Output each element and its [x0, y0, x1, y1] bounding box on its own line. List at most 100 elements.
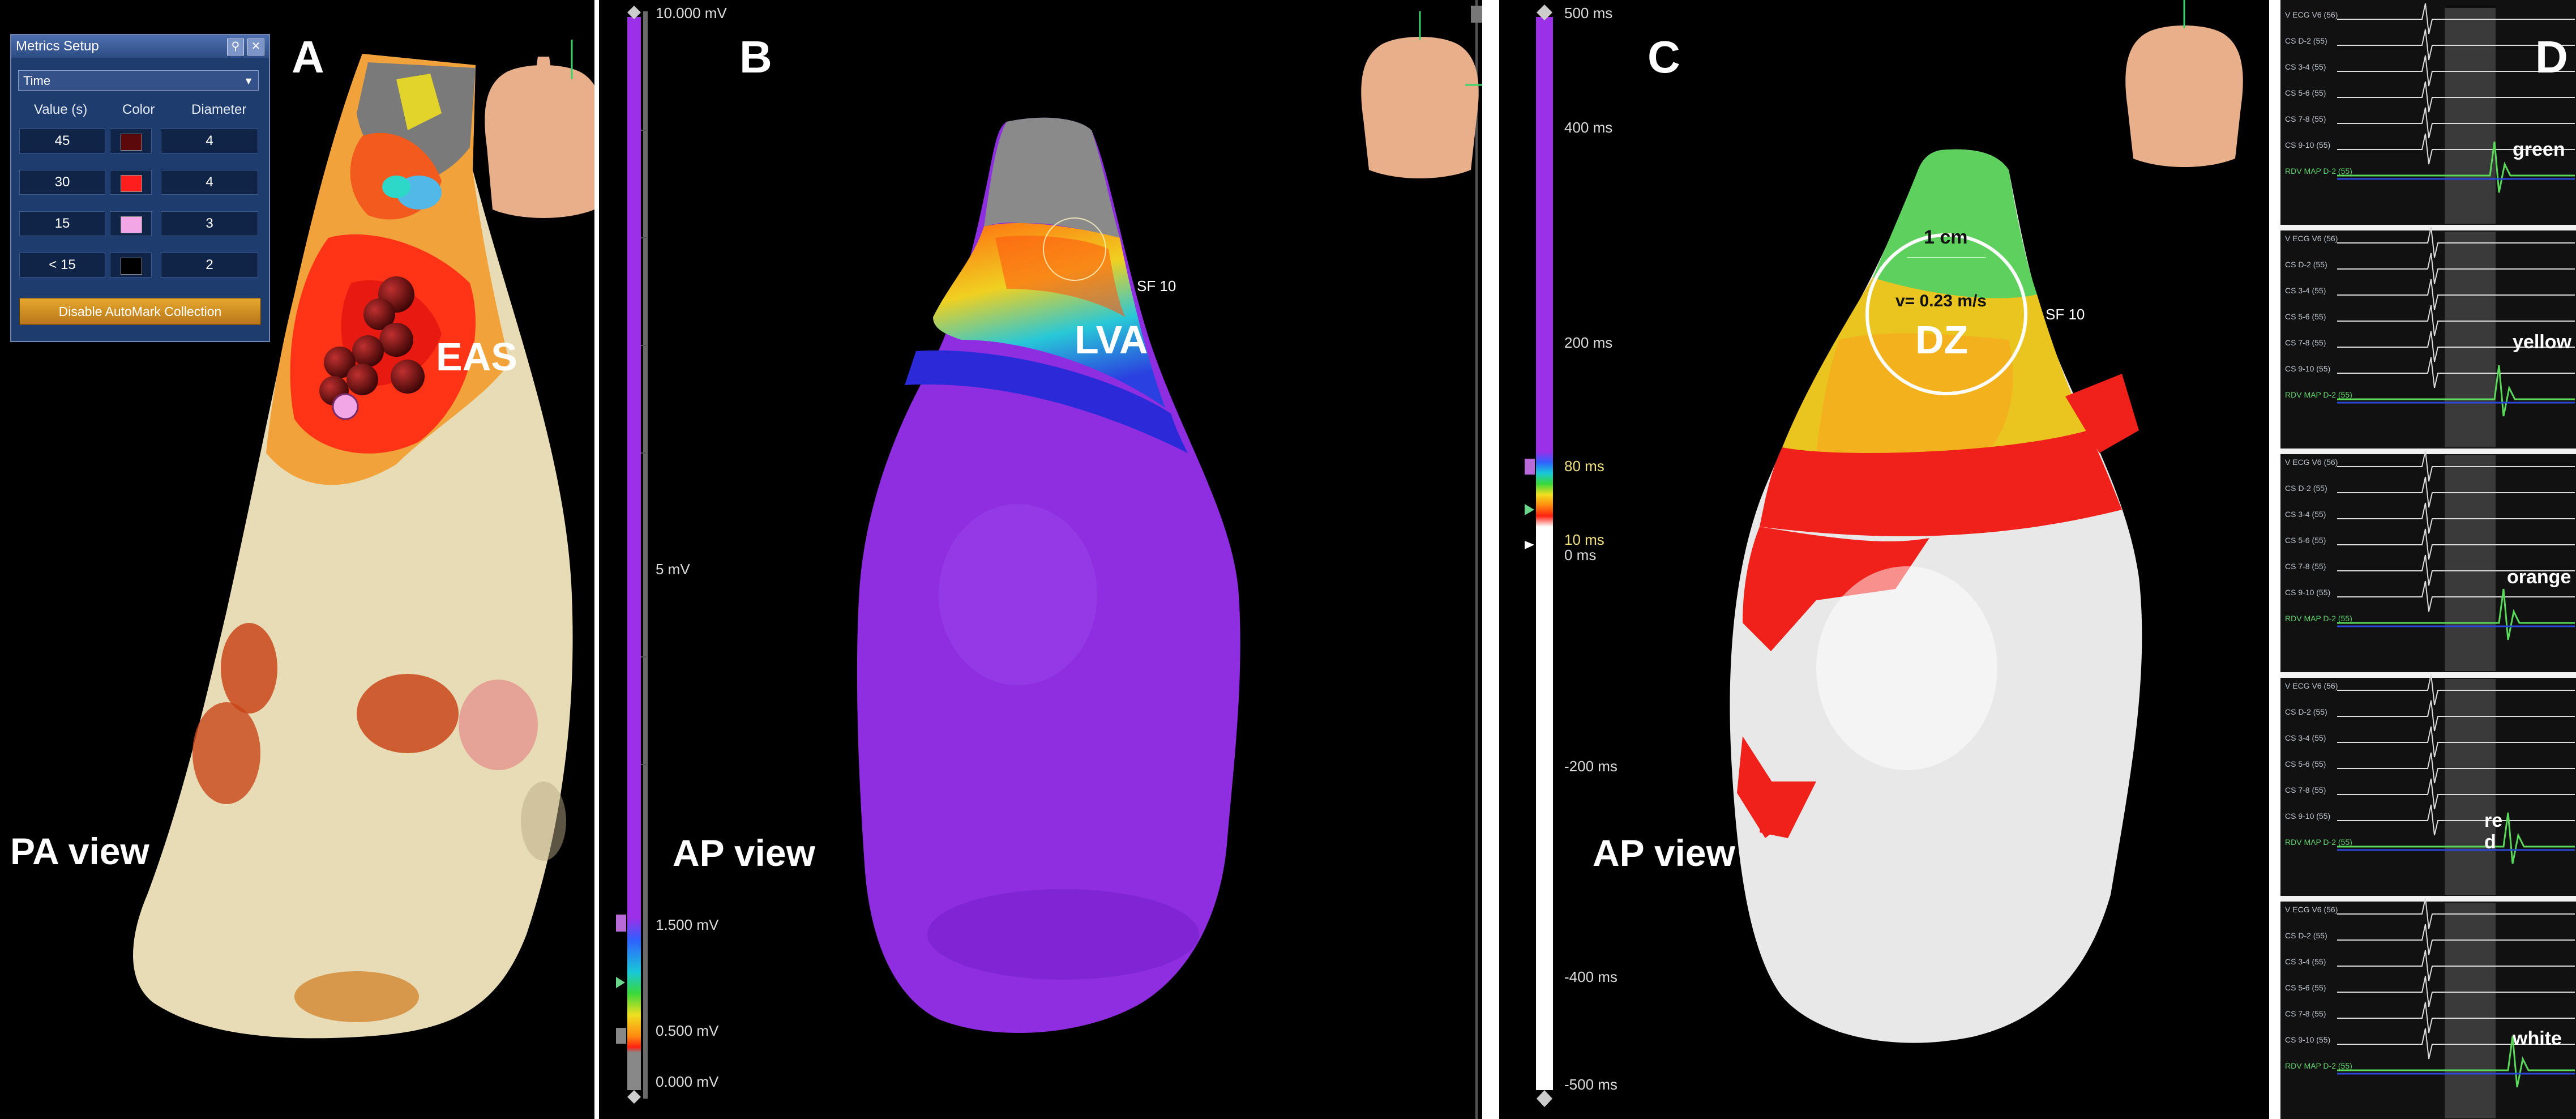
scale-neg200-label: -200 ms	[1564, 758, 1618, 775]
ecg-trace	[2337, 29, 2575, 61]
ecg-trace	[2337, 365, 2575, 417]
pin-icon[interactable]: ⚲	[227, 39, 244, 55]
trace-color-yellow: yellow	[2513, 331, 2571, 353]
ecg-channel-label: CS 7-8 (55)	[2285, 1009, 2326, 1018]
ecg-traces	[2280, 3, 2576, 1118]
panel-letter-b: B	[739, 32, 772, 82]
metric-color-cell[interactable]	[110, 211, 152, 236]
ecg-trace	[2337, 554, 2575, 586]
metric-color-cell[interactable]	[110, 129, 152, 153]
ecg-trace	[2337, 812, 2575, 864]
ecg-channel-label: CS D-2 (55)	[2285, 931, 2327, 940]
ecg-channel-label: RDV MAP D-2 (55)	[2285, 838, 2352, 847]
ecg-trace	[2337, 976, 2575, 1007]
chevron-down-icon: ▼	[243, 75, 254, 87]
scale-top-label: 10.000 mV	[656, 5, 727, 22]
ecg-channel-label: RDV MAP D-2 (55)	[2285, 166, 2352, 176]
trace-color-red: re d	[2484, 810, 2503, 853]
metric-row: 30 4	[19, 170, 260, 197]
panel-c: 500 ms 400 ms 200 ms 80 ms 10 ms 0 ms -2…	[1499, 0, 2269, 1119]
metric-diameter-field[interactable]: 4	[161, 129, 258, 153]
ecg-trace	[2337, 528, 2575, 560]
eas-label: EAS	[436, 335, 517, 379]
color-swatch	[121, 258, 142, 275]
ecg-channel-label: CS 5-6 (55)	[2285, 759, 2326, 768]
block-separator	[2280, 225, 2576, 230]
disable-automark-button[interactable]: Disable AutoMark Collection	[19, 298, 261, 325]
metric-select[interactable]: Time ▼	[18, 70, 259, 91]
ecg-trace	[2337, 778, 2575, 810]
metric-diameter-field[interactable]: 2	[161, 253, 258, 277]
highlight-band	[2445, 8, 2496, 224]
metric-row: 45 4	[19, 129, 260, 156]
ecg-channel-label: V ECG V6 (56)	[2285, 681, 2338, 690]
ecg-channel-label: CS 5-6 (55)	[2285, 88, 2326, 97]
ecg-trace	[2337, 279, 2575, 310]
sf-marker-label: SF 10	[2046, 306, 2085, 323]
metrics-setup-window: Metrics Setup ⚲ ✕ Time ▼ Value (s) Color…	[10, 34, 270, 342]
panel-letter-c: C	[1648, 32, 1680, 82]
ecg-channel-label: CS 9-10 (55)	[2285, 812, 2331, 821]
close-icon[interactable]: ✕	[247, 39, 264, 55]
scale-mid-label: 5 mV	[656, 561, 690, 578]
metric-diameter-field[interactable]: 4	[161, 170, 258, 195]
ecg-trace	[2337, 253, 2575, 284]
scale-low-label: 0.500 mV	[656, 1022, 719, 1039]
panel-d-ecg-traces: V ECG V6 (56) CS D-2 (55) CS 3-4 (55) CS 5-…	[2280, 0, 2576, 1119]
ecg-trace	[2337, 133, 2575, 165]
metric-diameter-field[interactable]: 3	[161, 211, 258, 236]
scale-high-label: 1.500 mV	[656, 916, 719, 933]
ecg-trace	[2337, 1028, 2575, 1060]
trace-color-green: green	[2513, 139, 2565, 160]
highlight-band	[2445, 455, 2496, 671]
metric-value-field[interactable]: 30	[19, 170, 105, 195]
scale-bottom-label: -500 ms	[1564, 1076, 1618, 1093]
ecg-channel-label: CS 3-4 (55)	[2285, 286, 2326, 295]
metric-color-cell[interactable]	[110, 253, 152, 277]
color-swatch	[121, 216, 142, 233]
block-separator	[2280, 896, 2576, 902]
ecg-channel-label: CS 7-8 (55)	[2285, 785, 2326, 795]
lva-label: LVA	[1075, 318, 1148, 362]
metric-select-value: Time	[23, 74, 51, 88]
ecg-trace	[2337, 700, 2575, 732]
metric-color-cell[interactable]	[110, 170, 152, 195]
column-header-color: Color	[122, 102, 155, 117]
ecg-trace	[2337, 357, 2575, 388]
circle-radius-label: 1 cm	[1924, 227, 1968, 248]
highlight-band	[2445, 679, 2496, 895]
scale-10-label: 10 ms	[1564, 531, 1604, 548]
column-header-diameter: Diameter	[191, 102, 247, 117]
ecg-channel-label: CS 7-8 (55)	[2285, 562, 2326, 571]
ecg-channel-label: CS 3-4 (55)	[2285, 510, 2326, 519]
ecg-trace	[2337, 950, 2575, 981]
ecg-trace	[2337, 55, 2575, 87]
scale-400-label: 400 ms	[1564, 119, 1613, 136]
block-separator	[2280, 449, 2576, 454]
metric-value-field[interactable]: 15	[19, 211, 105, 236]
ecg-channel-label: CS 7-8 (55)	[2285, 338, 2326, 347]
pa-view-heart-map	[133, 40, 594, 1039]
ecg-channel-label: CS 3-4 (55)	[2285, 957, 2326, 966]
scale-bottom-label: 0.000 mV	[656, 1073, 719, 1090]
metric-value-field[interactable]: 45	[19, 129, 105, 153]
highlight-band	[2445, 903, 2496, 1118]
ecg-trace	[2337, 502, 2575, 534]
block-separator	[2280, 672, 2576, 678]
ecg-channel-label: CS 3-4 (55)	[2285, 733, 2326, 742]
ecg-channel-label: CS D-2 (55)	[2285, 707, 2327, 716]
ecg-channel-label: CS 5-6 (55)	[2285, 983, 2326, 992]
ap-view-label: AP view	[1593, 832, 1735, 874]
metric-value-field[interactable]: < 15	[19, 253, 105, 277]
ecg-channel-label: CS 5-6 (55)	[2285, 312, 2326, 321]
velocity-label: v= 0.23 m/s	[1895, 292, 1987, 310]
ecg-trace	[2337, 81, 2575, 113]
ecg-trace	[2337, 476, 2575, 508]
ecg-channel-label: CS 9-10 (55)	[2285, 588, 2331, 597]
panel-letter-a: A	[292, 32, 324, 82]
ecg-trace	[2337, 1002, 2575, 1033]
scale-top-label: 500 ms	[1564, 5, 1613, 22]
ap-view-activation-map	[1525, 0, 2243, 1107]
ecg-channel-label: V ECG V6 (56)	[2285, 234, 2338, 243]
ecg-trace	[2337, 141, 2575, 193]
